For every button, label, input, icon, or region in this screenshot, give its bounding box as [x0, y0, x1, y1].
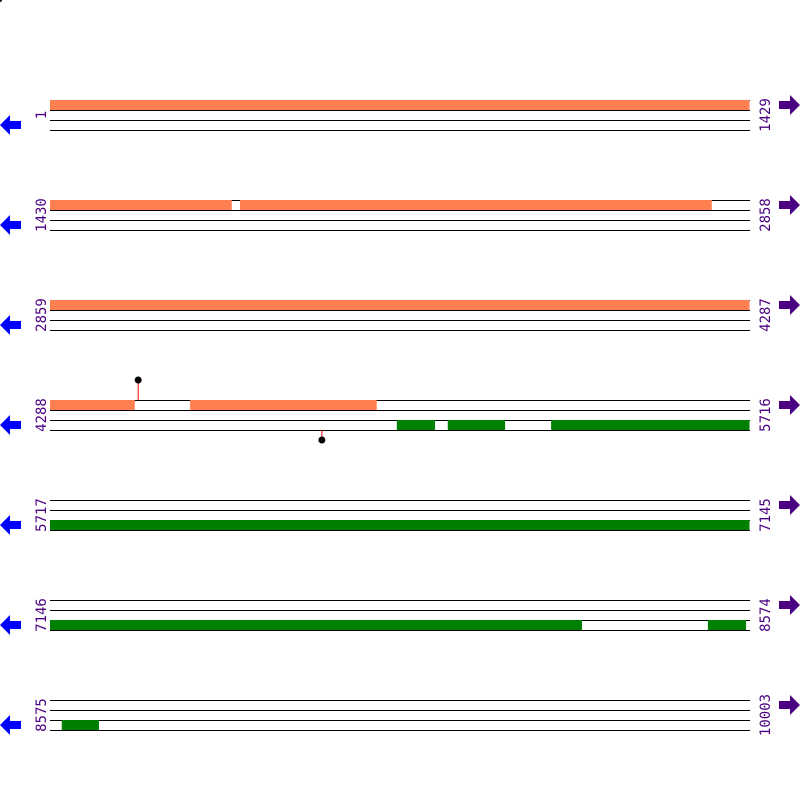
start-position-label: 7146	[34, 598, 50, 632]
corner-dot	[0, 0, 2, 2]
reverse-feature	[61, 720, 99, 730]
sequence-row: 5717 7145	[0, 495, 800, 535]
reverse-feature	[447, 420, 506, 430]
start-position-label: 1	[34, 111, 50, 119]
start-position-label: 2859	[34, 298, 50, 332]
end-position-label: 10003	[758, 694, 774, 736]
reverse-strand-arrow-icon	[0, 415, 21, 435]
sequence-row: 1 1429	[0, 95, 800, 135]
forward-strand-arrow-icon	[779, 395, 800, 415]
reverse-strand-arrow-icon	[0, 215, 21, 235]
reverse-strand-arrow-icon	[0, 515, 21, 535]
sequence-row: 8575 10003	[0, 694, 800, 736]
start-position-label: 1430	[34, 198, 50, 232]
marker-head	[318, 436, 326, 444]
sequence-row: 1430 2858	[0, 195, 800, 235]
end-position-label: 4287	[758, 298, 774, 332]
end-position-label: 1429	[758, 98, 774, 132]
sequence-row: 7146 8574	[0, 595, 800, 635]
reverse-feature	[551, 420, 750, 430]
reverse-strand-arrow-icon	[0, 115, 21, 135]
forward-feature	[50, 200, 232, 210]
marker-head	[134, 376, 142, 384]
reverse-strand-arrow-icon	[0, 615, 21, 635]
end-position-label: 8574	[758, 598, 774, 632]
reverse-strand-arrow-icon	[0, 315, 21, 335]
sequence-row: 2859 4287	[0, 295, 800, 335]
forward-feature	[50, 400, 135, 410]
end-position-label: 2858	[758, 198, 774, 232]
forward-strand-arrow-icon	[779, 95, 800, 115]
forward-strand-arrow-icon	[779, 595, 800, 615]
forward-feature	[190, 400, 377, 410]
reverse-strand-arrow-icon	[0, 715, 21, 735]
reverse-feature	[396, 420, 436, 430]
forward-feature	[50, 300, 750, 310]
forward-strand-arrow-icon	[779, 495, 800, 515]
forward-feature	[50, 100, 750, 110]
forward-feature	[240, 200, 712, 210]
reverse-feature	[50, 520, 750, 530]
forward-strand-arrow-icon	[779, 695, 800, 715]
sequence-row: 4288 5716	[0, 376, 800, 444]
end-position-label: 5716	[758, 398, 774, 432]
reverse-feature	[50, 620, 582, 630]
forward-strand-arrow-icon	[779, 195, 800, 215]
reverse-feature	[707, 620, 747, 630]
start-position-label: 8575	[34, 698, 50, 732]
start-position-label: 4288	[34, 398, 50, 432]
start-position-label: 5717	[34, 498, 50, 532]
forward-strand-arrow-icon	[779, 295, 800, 315]
end-position-label: 7145	[758, 498, 774, 532]
